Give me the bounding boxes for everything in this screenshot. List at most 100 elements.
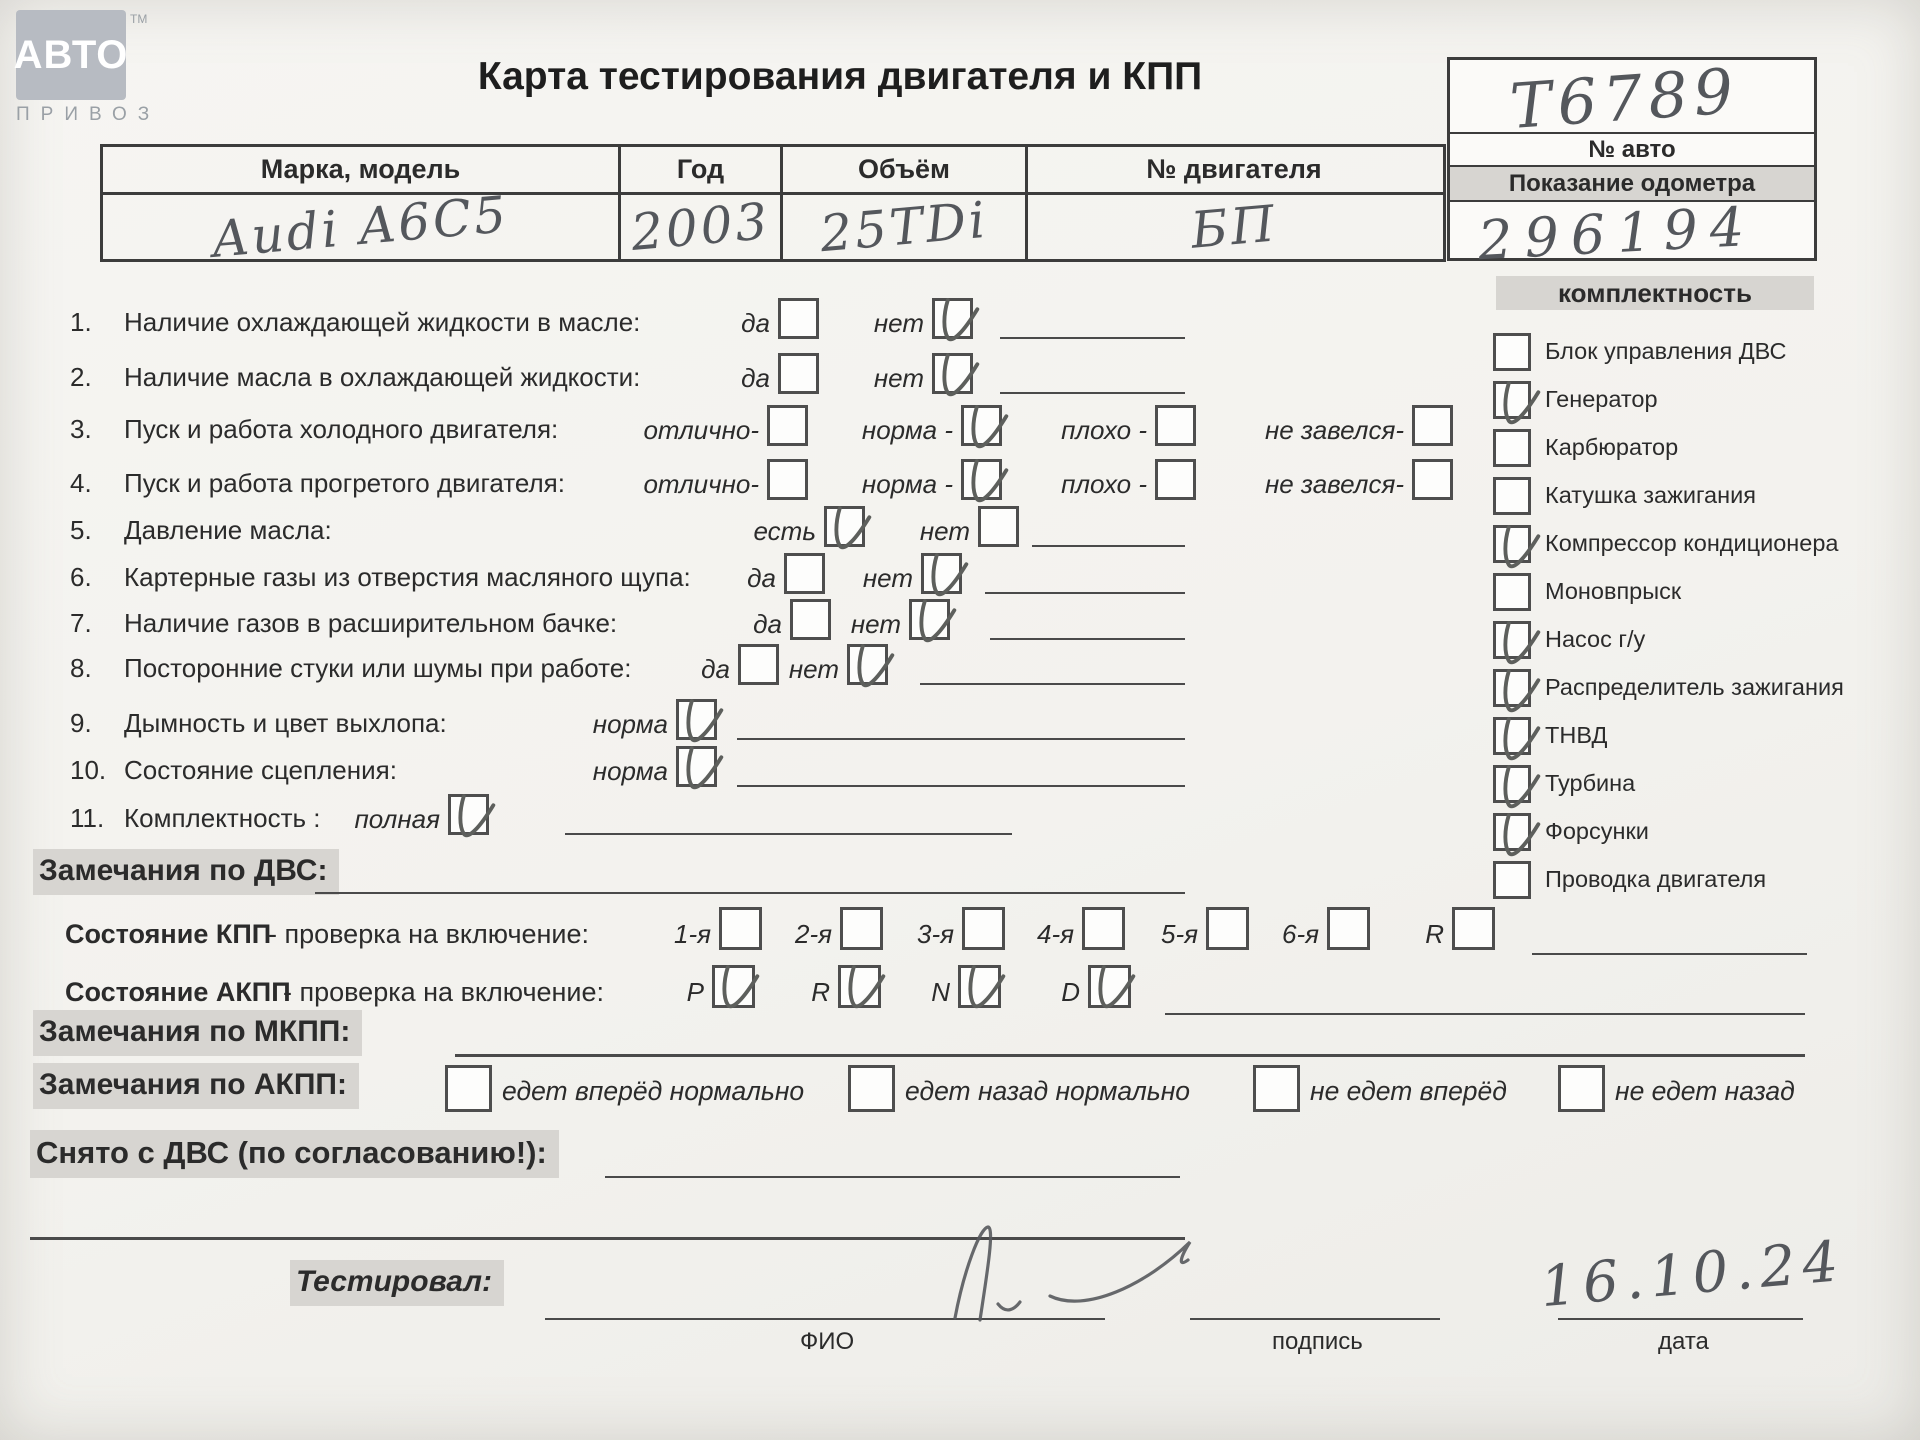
akpp-remark-checkbox-3[interactable] [1558, 1065, 1605, 1112]
vehicle-col-value-cell[interactable]: Audi A6C5 [103, 185, 621, 269]
checkbox-7-нет[interactable] [909, 599, 957, 643]
gear-checkbox-3-я[interactable] [962, 907, 1005, 950]
date-line[interactable] [1558, 1318, 1803, 1320]
option-label: нет [873, 308, 924, 338]
equipment-checkbox-3[interactable] [1493, 477, 1531, 515]
writein-line[interactable] [920, 683, 1185, 685]
equipment-label: Насос г/у [1545, 626, 1646, 652]
checklist-number: 3. [70, 414, 92, 444]
checklist-label: Состояние сцепления: [124, 755, 397, 785]
checkbox-8-нет[interactable] [847, 644, 895, 688]
equipment-checkbox-11[interactable] [1493, 861, 1531, 899]
checkbox-4-плохо -[interactable] [1155, 459, 1196, 500]
checkbox-5-нет[interactable] [978, 506, 1019, 547]
checkbox-1-да[interactable] [778, 298, 819, 339]
remarks-akpp-row: Замечания по АКПП: едет вперёд нормально… [0, 1063, 1920, 1121]
checkbox-2-нет[interactable] [932, 353, 980, 397]
writein-line[interactable] [1032, 545, 1185, 547]
gear-checkbox-5-я[interactable] [1206, 907, 1249, 950]
equipment-checkbox-6[interactable] [1493, 621, 1541, 665]
checkbox-6-нет[interactable] [921, 553, 969, 597]
checkbox-5-есть[interactable] [824, 506, 872, 550]
auto-number-box: Т6789 № авто Показание одометра 296194 [1447, 54, 1817, 272]
equipment-checkbox-8[interactable] [1493, 717, 1541, 761]
gear-checkbox-N[interactable] [958, 965, 1006, 1009]
pencil-check-icon [919, 599, 957, 643]
vehicle-col-value-cell[interactable]: 2003 [621, 192, 783, 262]
equipment-checkbox-7[interactable] [1493, 669, 1541, 713]
checkbox-3-норма -[interactable] [961, 405, 1009, 449]
checkbox-2-да[interactable] [778, 353, 819, 394]
checkbox-3-не завелся-[interactable] [1412, 405, 1453, 446]
checkbox-4-не завелся-[interactable] [1412, 459, 1453, 500]
gear-checkbox-4-я[interactable] [1082, 907, 1125, 950]
kpp-state-label: Состояние КПП [65, 919, 272, 949]
akpp-remark-checkbox-1[interactable] [848, 1065, 895, 1112]
equipment-label: ТНВД [1545, 722, 1608, 748]
vehicle-col-value-cell[interactable]: БП [1028, 194, 1440, 259]
checklist-label: Давление масла: [124, 515, 332, 545]
remarks-dvs-writein-line[interactable] [315, 892, 1185, 894]
remarks-mkpp-writein-line[interactable] [455, 1054, 1805, 1057]
equipment-checkbox-2[interactable] [1493, 429, 1531, 467]
pencil-check-icon [834, 506, 872, 550]
gear-checkbox-6-я[interactable] [1327, 907, 1370, 950]
akpp-writein-line[interactable] [1165, 1013, 1805, 1015]
equipment-checkbox-5[interactable] [1493, 573, 1531, 611]
checkbox-11-полная[interactable] [448, 794, 496, 838]
pencil-check-icon [1503, 813, 1541, 857]
fio-line[interactable] [545, 1318, 1105, 1320]
auto-number-cell[interactable]: Т6789 [1450, 54, 1814, 143]
gear-label: 2-я [794, 919, 832, 949]
checkbox-4-норма -[interactable] [961, 459, 1009, 503]
checkbox-6-да[interactable] [784, 553, 825, 594]
akpp-remark-checkbox-0[interactable] [445, 1065, 492, 1112]
vehicle-col-value-cell[interactable]: 25TDi [783, 191, 1028, 263]
checkbox-3-отлично-[interactable] [767, 405, 808, 446]
checkbox-9-норма[interactable] [676, 699, 724, 743]
option-label: плохо - [1061, 415, 1147, 445]
gear-checkbox-R[interactable] [1452, 907, 1495, 950]
odometer-cell[interactable]: 296194 [1450, 195, 1814, 272]
removed-label: Снято с ДВС (по согласованию!): [30, 1130, 559, 1178]
gear-checkbox-1-я[interactable] [719, 907, 762, 950]
equipment-checkbox-9[interactable] [1493, 765, 1541, 809]
remarks-dvs-label: Замечания по ДВС: [33, 849, 340, 895]
removed-writein-line-2[interactable] [30, 1237, 1185, 1240]
writein-line[interactable] [737, 785, 1185, 787]
checkbox-4-отлично-[interactable] [767, 459, 808, 500]
writein-line[interactable] [985, 592, 1185, 594]
akpp-remark-checkbox-2[interactable] [1253, 1065, 1300, 1112]
checkbox-1-нет[interactable] [932, 298, 980, 342]
option-label: нет [862, 563, 913, 593]
gear-checkbox-2-я[interactable] [840, 907, 883, 950]
writein-line[interactable] [1000, 392, 1185, 394]
writein-line[interactable] [565, 833, 1012, 835]
equipment-checkbox-4[interactable] [1493, 525, 1541, 569]
pencil-check-icon [1503, 717, 1541, 761]
writein-line[interactable] [990, 638, 1185, 640]
gear-checkbox-R[interactable] [838, 965, 886, 1009]
checklist-label: Посторонние стуки или шумы при работе: [124, 653, 632, 683]
auto-number-label: № авто [1450, 134, 1814, 167]
equipment-checkbox-10[interactable] [1493, 813, 1541, 857]
checkbox-7-да[interactable] [790, 599, 831, 640]
signature-line[interactable] [1190, 1318, 1440, 1320]
kpp-writein-line[interactable] [1532, 953, 1807, 955]
gear-checkbox-P[interactable] [712, 965, 760, 1009]
removed-writein-line[interactable] [605, 1176, 1180, 1178]
option-label: да [741, 363, 770, 393]
date-caption: дата [1658, 1328, 1709, 1355]
equipment-checkbox-0[interactable] [1493, 333, 1531, 371]
checkbox-3-плохо -[interactable] [1155, 405, 1196, 446]
gear-checkbox-D[interactable] [1088, 965, 1136, 1009]
writein-line[interactable] [737, 738, 1185, 740]
writein-line[interactable] [1000, 337, 1185, 339]
equipment-label: Турбина [1545, 770, 1636, 796]
checkbox-10-норма[interactable] [676, 746, 724, 790]
checkbox-8-да[interactable] [738, 644, 779, 685]
checklist-number: 8. [70, 653, 92, 683]
equipment-checkbox-1[interactable] [1493, 381, 1541, 425]
akpp-remark-option-label: едет назад нормально [905, 1076, 1191, 1106]
